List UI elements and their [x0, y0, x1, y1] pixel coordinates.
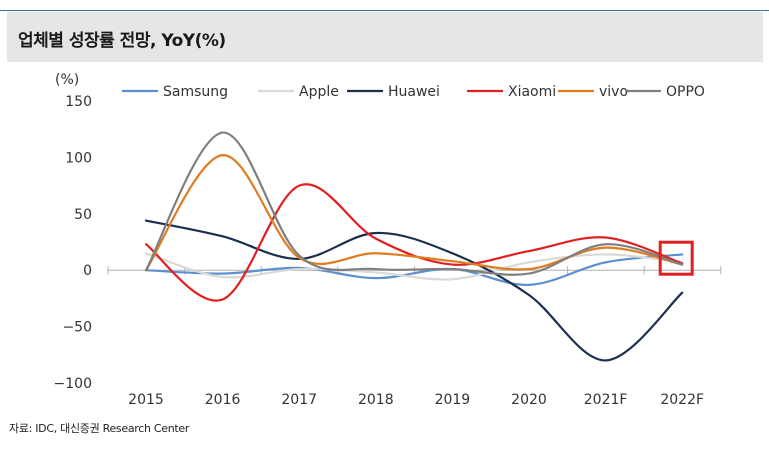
series-line-apple	[144, 252, 684, 281]
legend-label-apple: Apple	[299, 84, 339, 100]
legend-label-samsung: Samsung	[163, 84, 228, 100]
y-tick-label: 150	[65, 94, 92, 110]
series-line-vivo	[144, 154, 684, 272]
legend-label-huawei: Huawei	[388, 84, 440, 100]
x-tick-label: 2019	[435, 392, 471, 408]
series-line-samsung	[144, 253, 684, 286]
x-tick-label: 2015	[128, 392, 164, 408]
x-tick-label: 2022F	[660, 392, 704, 408]
top-rule	[0, 10, 769, 11]
legend-label-vivo: vivo	[599, 84, 628, 100]
x-tick-label: 2021F	[584, 392, 628, 408]
title-bar	[7, 12, 763, 62]
series-line-oppo	[144, 131, 684, 276]
y-axis-ticks: −100 −50 0 50 100 150	[54, 94, 92, 392]
x-tick-label: 2018	[358, 392, 394, 408]
series-line-xiaomi	[144, 183, 684, 302]
y-axis-unit-label: (%)	[55, 72, 79, 88]
y-tick-label: −100	[54, 376, 92, 392]
x-tick-label: 2017	[281, 392, 317, 408]
chart-title: 업체별 성장률 전망, YoY(%)	[18, 31, 226, 51]
y-tick-label: −50	[62, 320, 92, 336]
legend-label-oppo: OPPO	[666, 84, 705, 100]
y-tick-label: 50	[74, 207, 92, 223]
x-axis-labels: 2015 2016 2017 2018 2019 2020 2021F 2022F	[128, 392, 704, 408]
series-lines	[144, 131, 684, 362]
x-tick-label: 2016	[205, 392, 241, 408]
legend-label-xiaomi: Xiaomi	[508, 84, 556, 100]
highlight-box-2022f	[658, 240, 694, 276]
y-tick-label: 100	[65, 150, 92, 166]
legend: Samsung Apple Huawei Xiaomi vivo OPPO	[122, 84, 705, 100]
y-tick-label: 0	[83, 263, 92, 279]
series-line-huawei	[144, 219, 684, 362]
x-tick-label: 2020	[511, 392, 547, 408]
source-note: 자료: IDC, 대신증권 Research Center	[9, 422, 190, 435]
